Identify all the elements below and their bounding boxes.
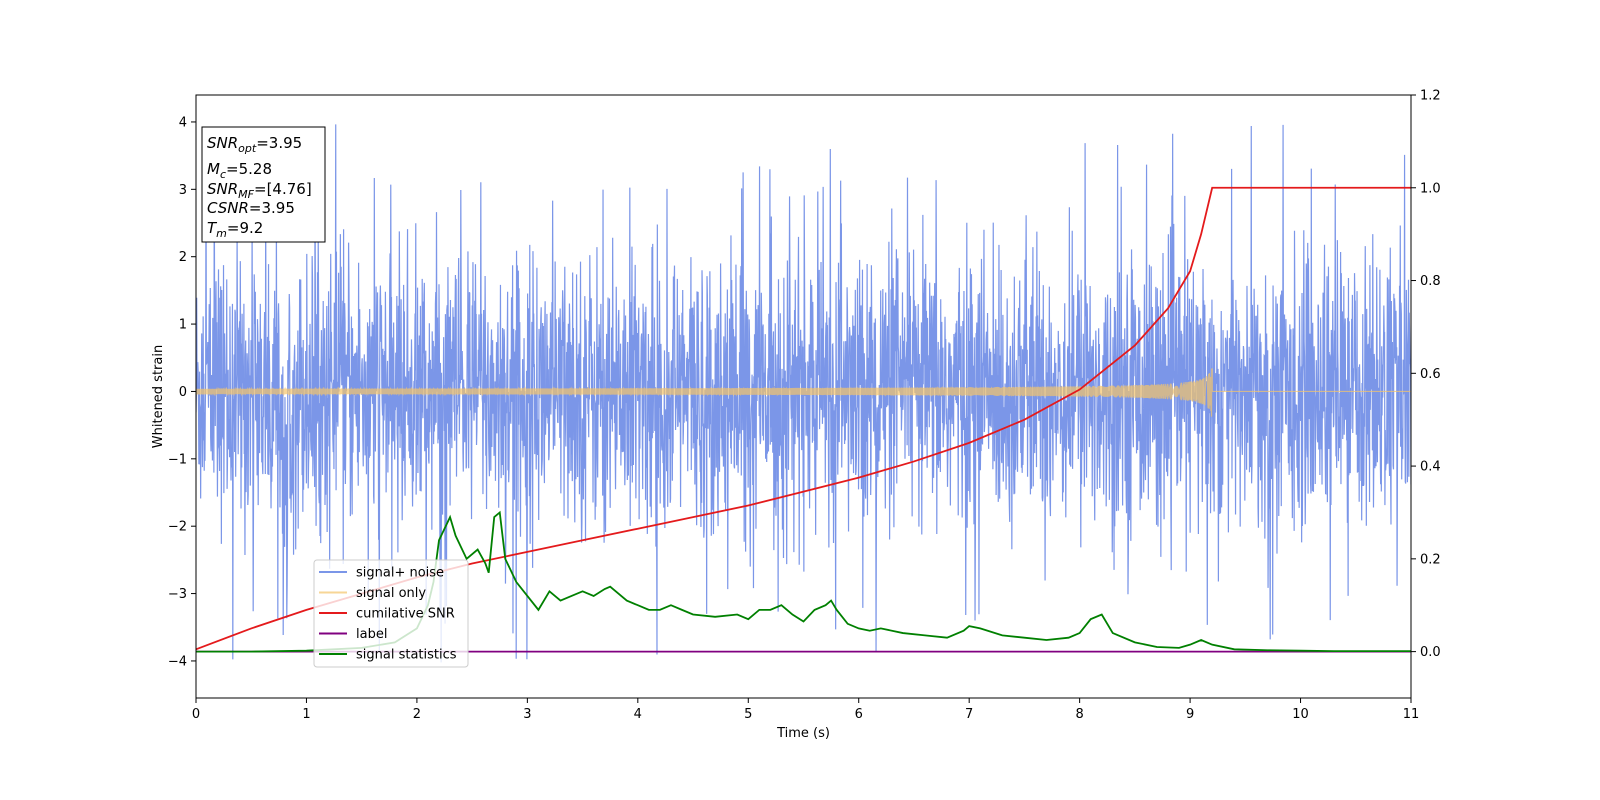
x-tick-label: 4 [634,707,642,722]
y-axis-left: −4 −3 −2 −1 0 1 2 3 4 [168,115,196,669]
series-signal-only [196,368,1411,417]
axes-frame [195,94,1412,699]
x-tick-label: 5 [744,707,752,722]
y-tick-label: 4 [179,115,187,130]
y2-tick-label: 0.4 [1420,460,1441,475]
y2-tick-label: 0.6 [1420,367,1441,382]
y-tick-label: −2 [168,520,187,535]
y-tick-label: −4 [168,654,187,669]
y-axis-right: 0.0 0.2 0.4 0.6 0.8 1.0 1.2 [1411,89,1441,660]
series-signal-statistics [196,510,1411,653]
x-tick-label: 1 [302,707,310,722]
legend-label: label [356,627,387,642]
legend-entry: cumilative SNR [319,607,455,622]
x-tick-label: 2 [413,707,421,722]
y-axis-label: Whitened strain [151,345,166,448]
legend-entry: signal only [319,586,426,601]
x-tick-label: 0 [192,707,200,722]
y2-tick-label: 1.2 [1420,89,1441,104]
x-tick-label: 9 [1186,707,1194,722]
y-tick-label: −3 [168,587,187,602]
y2-tick-label: 0.0 [1420,645,1441,660]
x-tick-label: 3 [523,707,531,722]
x-tick-label: 7 [965,707,973,722]
annotation-line: SNRopt=3.95 [207,134,302,155]
x-axis: 0 1 2 3 4 5 6 7 8 9 10 11 [192,698,1419,722]
y2-tick-label: 0.2 [1420,552,1441,567]
legend-label: cumilative SNR [356,607,455,622]
y2-tick-label: 0.8 [1420,274,1441,289]
y2-tick-label: 1.0 [1420,181,1441,196]
y-tick-label: 0 [179,385,187,400]
annotation-line: CSNR=3.95 [207,199,295,217]
legend-label: signal only [356,586,426,601]
y-tick-label: −1 [168,452,187,467]
legend-label: signal statistics [356,648,457,663]
x-axis-label: Time (s) [776,726,830,741]
annotation-line: Mc=5.28 [207,160,272,181]
legend-frame [313,559,469,668]
annotation-line: SNRMF=[4.76] [207,180,312,201]
x-tick-label: 8 [1075,707,1083,722]
legend-entry: signal statistics [319,648,457,663]
y-tick-label: 3 [179,183,187,198]
legend-entry: label [319,627,387,642]
annotation-frame [201,126,326,243]
y-tick-label: 2 [179,250,187,265]
x-tick-label: 11 [1403,707,1420,722]
y-tick-label: 1 [179,318,187,333]
x-tick-label: 10 [1292,707,1309,722]
annotation-line: Tm=9.2 [207,219,263,240]
legend-entry: signal+ noise [319,566,444,581]
legend: signal+ noise signal only cumilative SNR la… [313,559,469,668]
legend-label: signal+ noise [356,566,444,581]
x-tick-label: 6 [855,707,863,722]
